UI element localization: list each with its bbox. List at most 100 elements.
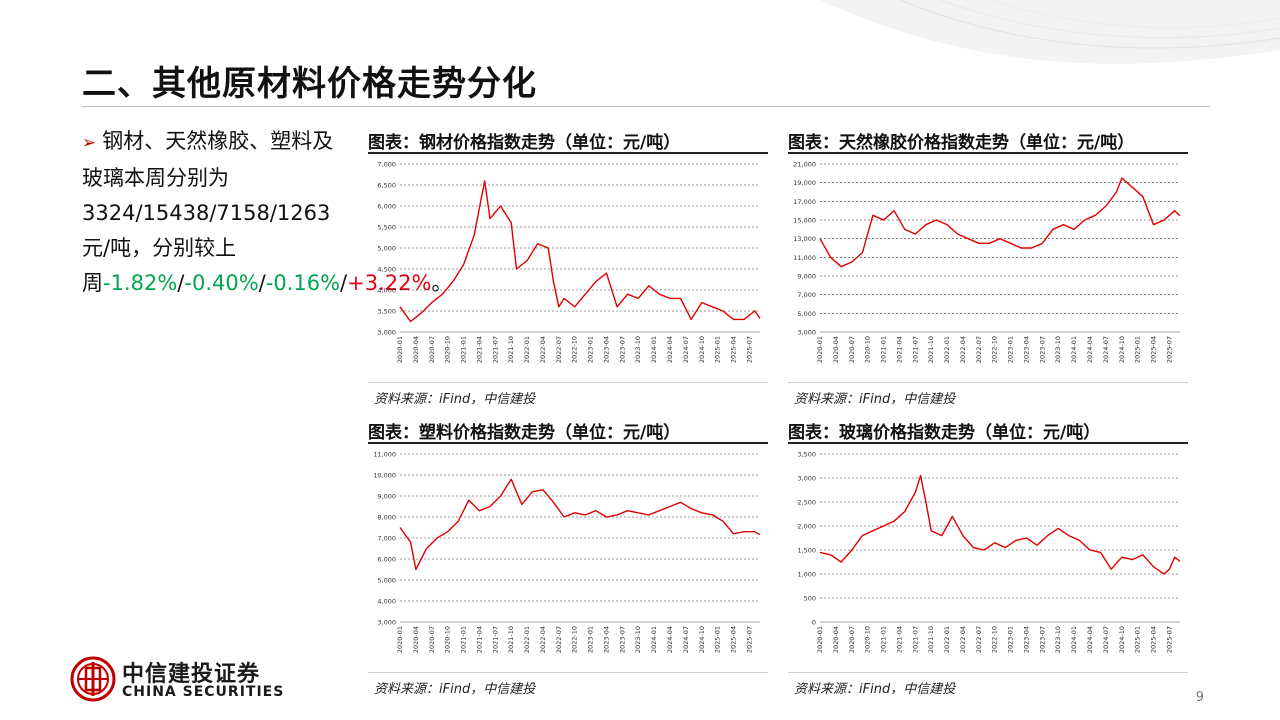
x-tick-label: 2020-04 <box>832 336 840 363</box>
y-tick-label: 1,000 <box>797 571 816 579</box>
logo-chinese-name: 中信建投证券 <box>122 662 261 687</box>
x-tick-label: 2021-07 <box>911 336 919 363</box>
plastic-price-chart: 3,000 4,000 5,000 6,000 7,000 8,000 9,000 10,00… <box>373 451 761 653</box>
source-divider <box>368 382 768 383</box>
x-tick-label: 2024-07 <box>1102 626 1110 653</box>
y-tick-label: 3,500 <box>377 308 396 316</box>
x-tick-label: 2023-04 <box>1022 626 1030 653</box>
x-tick-label: 2025-07 <box>1165 626 1173 653</box>
x-tick-label: 2022-01 <box>943 336 951 363</box>
y-tick-label: 17,000 <box>793 198 816 206</box>
source-divider <box>788 672 1188 673</box>
y-tick-label: 19,000 <box>793 179 816 187</box>
logo-english-name: CHINA SECURITIES <box>122 684 285 700</box>
x-tick-label: 2023-10 <box>1054 626 1062 653</box>
chart-source: 资料来源：iFind，中信建投 <box>794 392 956 407</box>
chart-panel-plastic: 图表：塑料价格指数走势（单位：元/吨） 3,000 4,000 5,000 6,000… <box>368 418 770 702</box>
y-tick-label: 9,000 <box>377 493 396 501</box>
chart-panel-rubber: 图表：天然橡胶价格指数走势（单位：元/吨） 3,000 5,000 7,000 9,0… <box>788 128 1190 412</box>
separator: / <box>177 271 185 295</box>
chart-panel-glass: 图表：玻璃价格指数走势（单位：元/吨） 0 500 1,000 1,500 2,000 2… <box>788 418 1190 702</box>
x-tick-label: 2023-07 <box>618 626 626 653</box>
glass-price-chart: 0 500 1,000 1,500 2,000 2,500 3,000 3,500 2020-0… <box>797 451 1181 653</box>
x-tick-label: 2020-10 <box>864 626 872 653</box>
glass-change: +3.22% <box>347 271 432 295</box>
steel-price-chart: 3,000 3,500 4,000 4,500 5,000 5,500 6,000 6,500… <box>377 161 761 363</box>
chart-panel-steel: 图表：钢材价格指数走势（单位：元/吨） 3,000 3,500 4,000 4,500… <box>368 128 770 412</box>
x-tick-label: 2023-01 <box>1007 336 1015 363</box>
y-tick-label: 11,000 <box>373 451 396 459</box>
x-tick-label: 2021-04 <box>475 626 483 653</box>
x-tick-label: 2024-01 <box>650 626 658 653</box>
y-tick-label: 5,500 <box>377 224 396 232</box>
price-series-line <box>399 180 761 323</box>
x-tick-label: 2024-10 <box>698 626 706 653</box>
x-tick-label: 2021-10 <box>507 336 515 363</box>
x-tick-label: 2020-04 <box>412 626 420 653</box>
arrow-bullet-icon: ➢ <box>82 133 97 153</box>
summary-text: 钢材、天然橡胶、塑料及玻璃本周分别为3324/15438/7158/1263元/… <box>82 129 334 295</box>
x-tick-label: 2024-04 <box>1086 336 1094 363</box>
x-tick-label: 2023-10 <box>634 626 642 653</box>
rubber-change: -0.40% <box>184 271 259 295</box>
chart-title-rule <box>368 152 768 154</box>
page-number: 9 <box>1195 690 1204 705</box>
x-tick-label: 2021-01 <box>460 336 468 363</box>
y-tick-label: 500 <box>804 595 816 603</box>
x-tick-label: 2025-04 <box>1150 336 1158 363</box>
steel-change: -1.82% <box>103 271 178 295</box>
x-tick-label: 2022-10 <box>991 626 999 653</box>
price-series-line <box>819 474 1181 575</box>
title-divider <box>82 106 1210 107</box>
rubber-price-chart: 3,000 5,000 7,000 9,000 11,000 13,000 15,000 17… <box>793 161 1181 363</box>
y-tick-label: 10,000 <box>373 472 396 480</box>
chart-source: 资料来源：iFind，中信建投 <box>374 682 536 697</box>
x-tick-label: 2020-04 <box>832 626 840 653</box>
y-tick-label: 7,000 <box>377 535 396 543</box>
x-tick-label: 2023-10 <box>634 336 642 363</box>
x-tick-label: 2022-07 <box>555 626 563 653</box>
x-tick-label: 2021-07 <box>491 336 499 363</box>
x-tick-label: 2020-04 <box>412 336 420 363</box>
header-decoration <box>820 0 1280 64</box>
y-tick-label: 4,000 <box>377 287 396 295</box>
y-tick-label: 3,000 <box>377 619 396 627</box>
x-tick-label: 2024-04 <box>666 626 674 653</box>
x-tick-label: 2021-04 <box>895 336 903 363</box>
x-tick-label: 2024-10 <box>1118 336 1126 363</box>
y-tick-label: 5,000 <box>377 577 396 585</box>
x-tick-label: 2020-10 <box>444 626 452 653</box>
x-tick-label: 2024-07 <box>682 626 690 653</box>
x-tick-label: 2024-04 <box>1086 626 1094 653</box>
x-tick-label: 2020-07 <box>428 336 436 363</box>
company-logo: 中信建投证券 CHINA SECURITIES <box>70 654 283 706</box>
x-tick-label: 2023-10 <box>1054 336 1062 363</box>
chart-title: 图表：钢材价格指数走势（单位：元/吨） <box>368 133 681 153</box>
x-tick-label: 2022-10 <box>571 626 579 653</box>
y-tick-label: 4,000 <box>377 598 396 606</box>
x-tick-label: 2025-07 <box>745 336 753 363</box>
x-tick-label: 2021-04 <box>475 336 483 363</box>
x-tick-label: 2022-01 <box>523 626 531 653</box>
x-tick-label: 2024-04 <box>666 336 674 363</box>
x-tick-label: 2024-10 <box>698 336 706 363</box>
x-tick-label: 2022-01 <box>523 336 531 363</box>
x-tick-label: 2023-07 <box>618 336 626 363</box>
chart-title-rule <box>788 152 1188 154</box>
x-tick-label: 2022-04 <box>959 626 967 653</box>
chart-source: 资料来源：iFind，中信建投 <box>374 392 536 407</box>
x-tick-label: 2021-01 <box>460 626 468 653</box>
source-divider <box>788 382 1188 383</box>
x-tick-label: 2025-01 <box>714 626 722 653</box>
x-tick-label: 2023-04 <box>1022 336 1030 363</box>
x-tick-label: 2022-01 <box>943 626 951 653</box>
x-tick-label: 2022-07 <box>975 336 983 363</box>
x-tick-label: 2020-07 <box>848 336 856 363</box>
chart-title-rule <box>368 442 768 444</box>
x-tick-label: 2025-01 <box>714 336 722 363</box>
x-tick-label: 2022-10 <box>991 336 999 363</box>
y-tick-label: 6,500 <box>377 182 396 190</box>
x-tick-label: 2020-07 <box>848 626 856 653</box>
x-tick-label: 2023-07 <box>1038 626 1046 653</box>
x-tick-label: 2024-01 <box>1070 336 1078 363</box>
